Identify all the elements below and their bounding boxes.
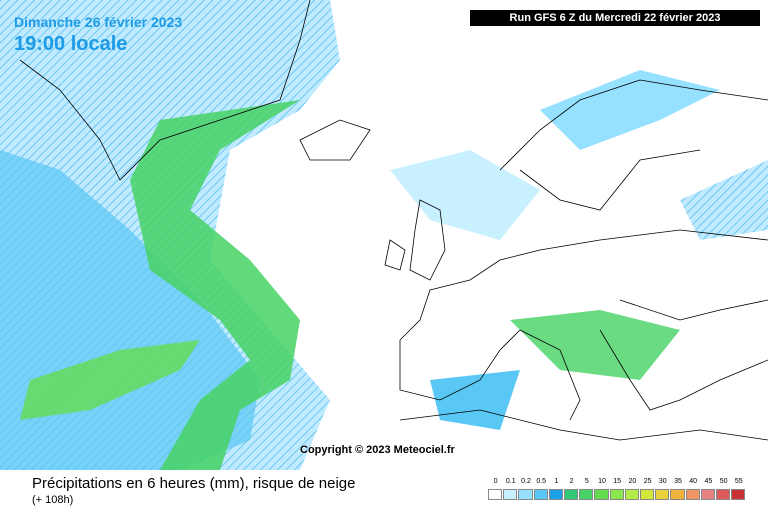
legend-swatch bbox=[564, 489, 579, 500]
legend-label: 20 bbox=[628, 478, 637, 485]
legend-swatch bbox=[488, 489, 503, 500]
legend-swatch bbox=[716, 489, 731, 500]
legend-swatch bbox=[670, 489, 685, 500]
precip-light bbox=[540, 70, 720, 150]
coastlines bbox=[19, 0, 768, 441]
legend-swatch bbox=[655, 489, 670, 500]
time-label: 19:00 locale bbox=[14, 33, 128, 55]
legend-swatch bbox=[548, 489, 563, 500]
legend-label: 0.1 bbox=[505, 478, 516, 485]
legend: 0 0.1 0.2 0.5 1 2 5 10 15 20 25 30 35 40 45 50 55 bbox=[488, 478, 758, 508]
legend-label: 45 bbox=[704, 478, 713, 485]
legend-label: 0.2 bbox=[521, 478, 531, 485]
legend-swatch bbox=[685, 489, 700, 500]
legend-label: 2 bbox=[569, 478, 574, 485]
precip-band bbox=[20, 340, 200, 420]
legend-swatch bbox=[503, 489, 518, 500]
precip-light bbox=[680, 160, 768, 240]
legend-swatch bbox=[518, 489, 533, 500]
legend-label: 55 bbox=[734, 478, 743, 485]
run-label: Run GFS 6 Z du Mercredi 22 février 2023 bbox=[470, 10, 760, 26]
legend-label: 10 bbox=[598, 478, 606, 485]
copyright: Copyright © 2023 Meteociel.fr bbox=[300, 444, 455, 456]
precip-light bbox=[390, 150, 540, 240]
legend-swatch bbox=[624, 489, 639, 500]
map bbox=[0, 0, 768, 470]
legend-label: 30 bbox=[658, 478, 667, 485]
legend-label: 0 bbox=[493, 478, 498, 485]
legend-label: 35 bbox=[674, 478, 682, 485]
footer-title: Précipitations en 6 heures (mm), risque … bbox=[32, 475, 356, 492]
legend-swatch bbox=[594, 489, 609, 500]
legend-swatch bbox=[579, 489, 594, 500]
legend-swatch bbox=[700, 489, 715, 500]
footer-lead: (+ 108h) bbox=[32, 494, 74, 506]
precip-band bbox=[130, 100, 300, 470]
legend-label: 0.5 bbox=[536, 478, 547, 485]
legend-label: 1 bbox=[554, 478, 559, 485]
legend-swatch bbox=[533, 489, 548, 500]
legend-label: 50 bbox=[719, 478, 728, 485]
date-label: Dimanche 26 février 2023 bbox=[14, 14, 183, 30]
legend-swatch bbox=[640, 489, 655, 500]
legend-label: 25 bbox=[643, 478, 652, 485]
legend-label: 40 bbox=[689, 478, 698, 485]
legend-swatch bbox=[609, 489, 624, 500]
legend-label: 15 bbox=[613, 478, 622, 485]
precip-band bbox=[510, 310, 680, 380]
legend-label: 5 bbox=[584, 478, 589, 485]
precip-moderate bbox=[430, 370, 520, 430]
legend-swatch bbox=[731, 489, 746, 500]
